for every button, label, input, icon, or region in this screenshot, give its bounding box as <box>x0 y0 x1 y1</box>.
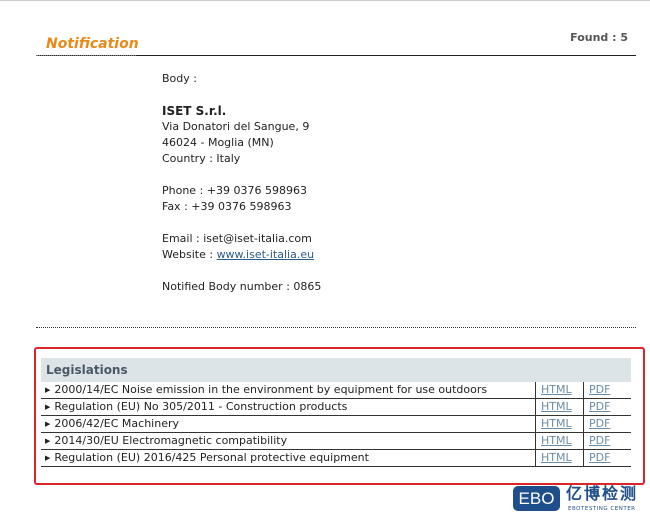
html-cell: HTML <box>535 398 584 416</box>
legislation-name[interactable]: ▶ 2006/42/EC Machinery <box>41 415 536 433</box>
legislations-panel: Legislations ▶ 2000/14/EC Noise emission … <box>41 358 631 467</box>
section-divider <box>36 327 636 328</box>
found-count: Found : 5 <box>570 31 628 44</box>
pdf-link[interactable]: PDF <box>589 400 611 413</box>
html-cell: HTML <box>535 432 584 450</box>
ebo-logo-mark: EBO <box>513 486 560 511</box>
pdf-link[interactable]: PDF <box>589 383 611 396</box>
legislation-row: ▶ 2006/42/EC Machinery HTML PDF <box>41 415 631 433</box>
legislation-name[interactable]: ▶ 2000/14/EC Noise emission in the enviro… <box>41 382 536 399</box>
legislation-name[interactable]: ▶ Regulation (EU) 2016/425 Personal prote… <box>41 449 536 467</box>
triangle-right-icon: ▶ <box>45 420 51 428</box>
legislations-header: Legislations <box>41 358 631 382</box>
page-title: Notification <box>46 36 139 52</box>
body-address: Via Donatori del Sangue, 9 <box>162 120 310 133</box>
html-cell: HTML <box>535 415 584 433</box>
triangle-right-icon: ▶ <box>45 386 51 394</box>
website-link[interactable]: www.iset-italia.eu <box>216 248 315 261</box>
html-link[interactable]: HTML <box>541 383 572 396</box>
pdf-cell: PDF <box>583 398 631 416</box>
body-name: ISET S.r.l. <box>162 104 227 118</box>
legislations-table: ▶ 2000/14/EC Noise emission in the enviro… <box>41 382 631 467</box>
body-fax: Fax : +39 0376 598963 <box>162 200 292 213</box>
html-link[interactable]: HTML <box>541 400 572 413</box>
pdf-cell: PDF <box>583 449 631 467</box>
pdf-cell: PDF <box>583 415 631 433</box>
legislation-row: ▶ 2000/14/EC Noise emission in the enviro… <box>41 382 631 399</box>
website-label: Website : <box>162 248 217 261</box>
ebo-logo-cn: 亿博检测 <box>566 484 639 503</box>
ebo-logo: EBO 亿博检测 EBOTESTING CENTER <box>513 484 650 515</box>
legislation-name[interactable]: ▶ 2014/30/EU Electromagnetic compatibilit… <box>41 432 536 450</box>
pdf-cell: PDF <box>583 382 631 399</box>
legislation-row: ▶ Regulation (EU) 2016/425 Personal prote… <box>41 449 631 467</box>
html-cell: HTML <box>535 449 584 467</box>
html-link[interactable]: HTML <box>541 434 572 447</box>
legislation-row: ▶ Regulation (EU) No 305/2011 - Construct… <box>41 398 631 416</box>
body-phone: Phone : +39 0376 598963 <box>162 184 307 197</box>
html-cell: HTML <box>535 382 584 399</box>
body-country: Country : Italy <box>162 152 241 165</box>
body-label: Body : <box>162 72 197 85</box>
pdf-link[interactable]: PDF <box>589 434 611 447</box>
pdf-link[interactable]: PDF <box>589 417 611 430</box>
title-divider <box>36 55 636 56</box>
legislation-row: ▶ 2014/30/EU Electromagnetic compatibilit… <box>41 432 631 450</box>
html-link[interactable]: HTML <box>541 417 572 430</box>
ebo-logo-en: EBOTESTING CENTER <box>568 506 636 512</box>
triangle-right-icon: ▶ <box>45 437 51 445</box>
legislation-name[interactable]: ▶ Regulation (EU) No 305/2011 - Construct… <box>41 398 536 416</box>
pdf-link[interactable]: PDF <box>589 451 611 464</box>
highlight-box <box>34 347 645 485</box>
pdf-cell: PDF <box>583 432 631 450</box>
top-border <box>0 0 650 1</box>
body-city: 46024 - Moglia (MN) <box>162 136 274 149</box>
body-nb-number: Notified Body number : 0865 <box>162 280 322 293</box>
notified-body-details: Body : ISET S.r.l. Via Donatori del Sang… <box>162 71 321 295</box>
triangle-right-icon: ▶ <box>45 403 51 411</box>
triangle-right-icon: ▶ <box>45 454 51 462</box>
body-email: Email : iset@iset-italia.com <box>162 232 312 245</box>
html-link[interactable]: HTML <box>541 451 572 464</box>
